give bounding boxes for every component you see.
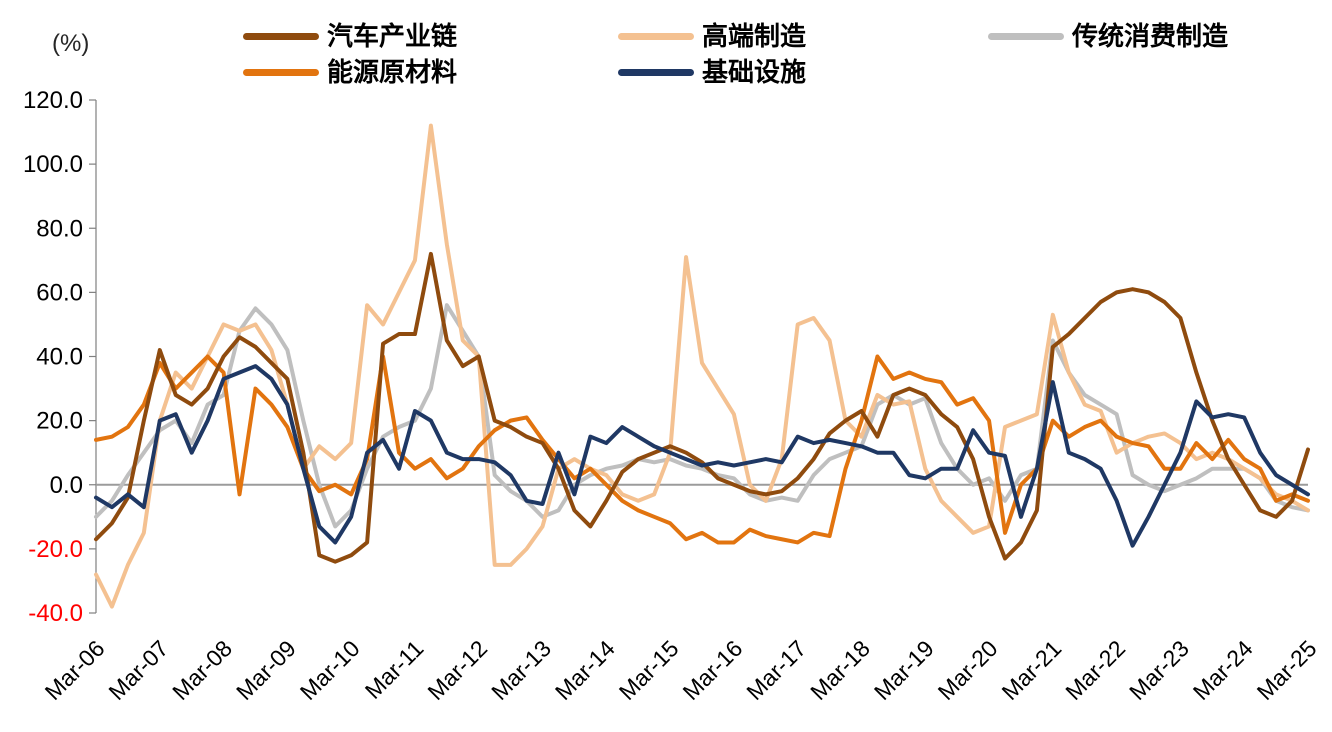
x-tick-label: Mar-11 — [360, 635, 429, 704]
x-tick-label: Mar-22 — [1060, 635, 1130, 705]
legend-label: 基础设施 — [702, 57, 807, 87]
legend-label: 传统消费制造 — [1072, 21, 1229, 51]
y-tick-label: 80.0 — [36, 215, 83, 242]
x-tick-label: Mar-06 — [40, 635, 110, 705]
x-tick-label: Mar-07 — [103, 635, 173, 705]
x-tick-label: Mar-10 — [295, 635, 365, 705]
x-tick-label: Mar-18 — [805, 635, 875, 705]
x-tick-label: Mar-09 — [231, 635, 301, 705]
series-line-2 — [94, 303, 1310, 529]
x-tick-label: Mar-20 — [933, 635, 1003, 705]
y-tick-label: -20.0 — [28, 536, 83, 563]
legend-item: 基础设施 — [618, 56, 806, 88]
legend-label: 高端制造 — [702, 21, 807, 51]
legend-swatch — [618, 32, 694, 40]
legend-swatch — [243, 32, 319, 40]
x-tick-label: Mar-15 — [614, 635, 684, 705]
series-line-0 — [94, 251, 1310, 564]
x-tick-label: Mar-12 — [422, 635, 492, 705]
legend-swatch — [618, 68, 694, 76]
legend-swatch — [243, 68, 319, 76]
legend-item: 高端制造 — [618, 20, 806, 52]
y-tick-label: 40.0 — [36, 344, 83, 371]
y-tick-label: 60.0 — [36, 279, 83, 306]
y-tick-label: -40.0 — [28, 600, 83, 627]
y-axis-unit-label: (%) — [52, 30, 90, 57]
legend-item: 能源原材料 — [243, 56, 457, 88]
x-tick-label: Mar-13 — [486, 635, 556, 705]
x-tick-label: Mar-19 — [869, 635, 939, 705]
x-tick-label: Mar-24 — [1188, 635, 1258, 705]
legend-item: 汽车产业链 — [243, 20, 457, 52]
x-tick-label: Mar-21 — [996, 635, 1066, 705]
y-tick-label: 120.0 — [23, 87, 83, 114]
x-tick-label: Mar-16 — [678, 635, 748, 705]
legend-item: 传统消费制造 — [988, 20, 1228, 52]
x-tick-label: Mar-14 — [550, 635, 620, 705]
x-tick-label: Mar-08 — [167, 635, 237, 705]
x-tick-label: Mar-17 — [741, 635, 811, 705]
y-tick-label: 100.0 — [23, 151, 83, 178]
legend-label: 汽车产业链 — [327, 21, 458, 51]
x-tick-label: Mar-23 — [1124, 635, 1194, 705]
y-tick-label: 20.0 — [36, 408, 83, 435]
legend-label: 能源原材料 — [327, 57, 458, 87]
series-line-4 — [94, 364, 1310, 548]
legend: 汽车产业链 高端制造 传统消费制造能源原材料 基础设施 — [0, 0, 1332, 100]
y-tick-label: 0.0 — [50, 472, 83, 499]
legend-swatch — [988, 32, 1064, 40]
x-tick-label: Mar-25 — [1252, 635, 1322, 705]
